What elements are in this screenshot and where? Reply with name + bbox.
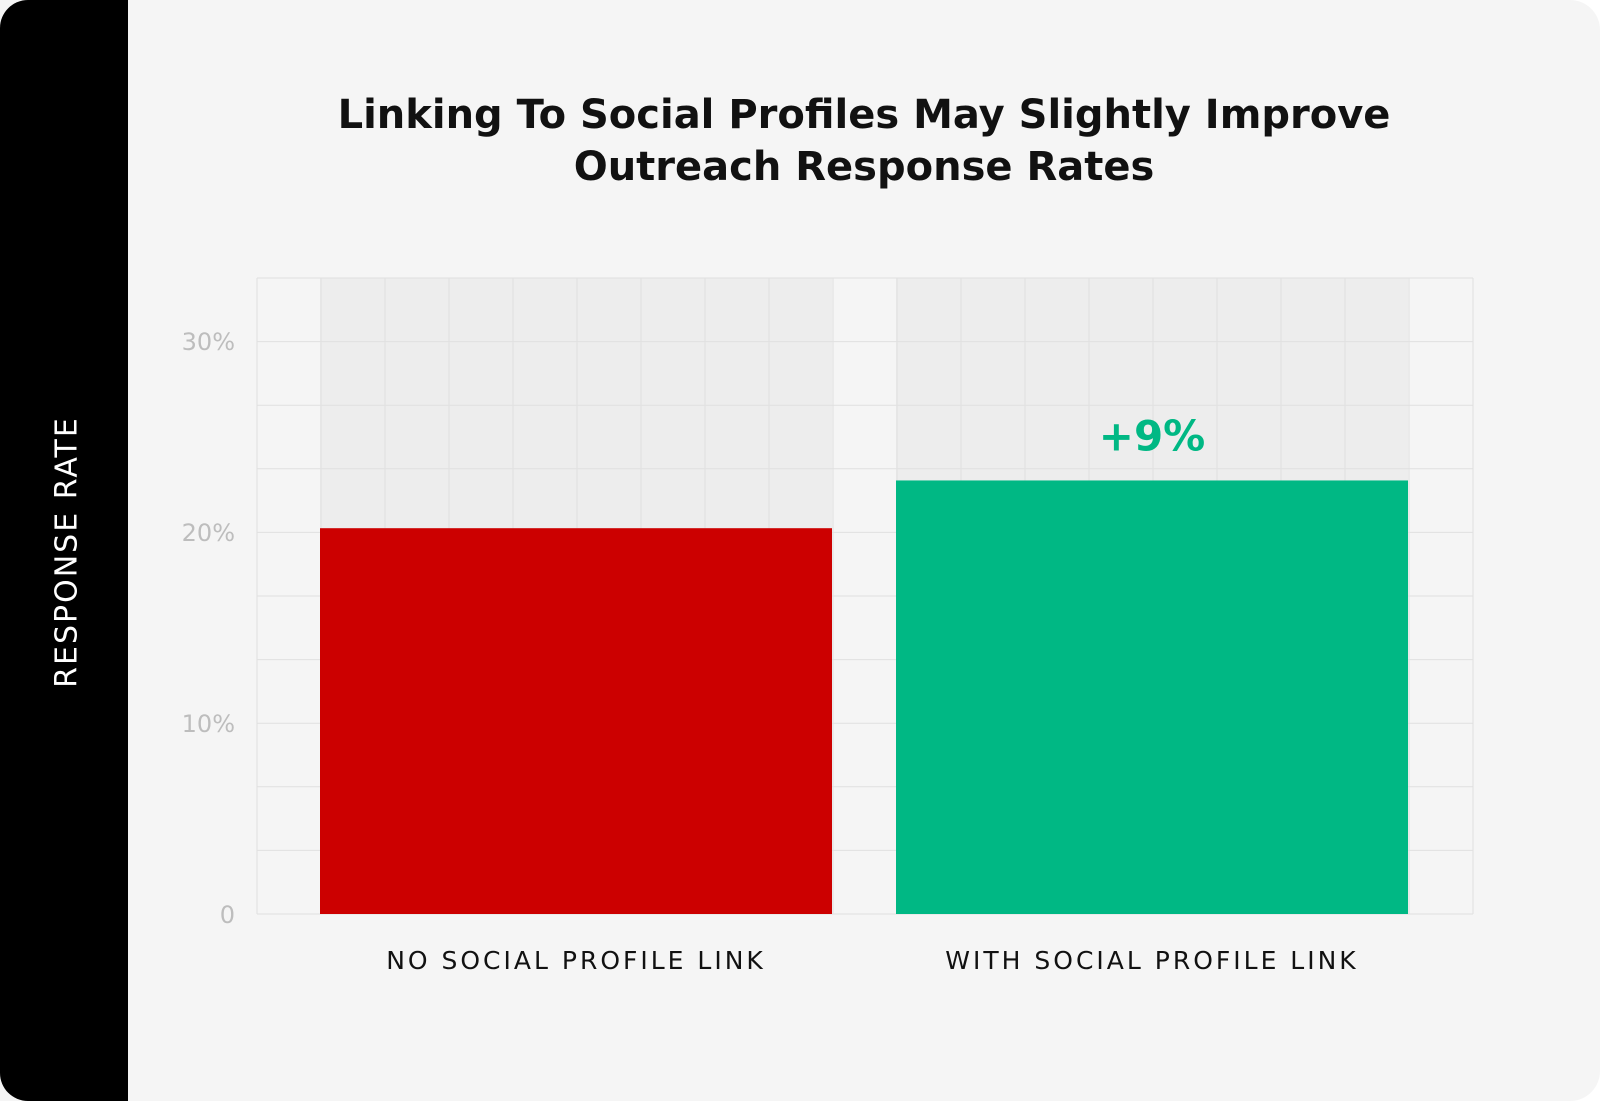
category-label-0: NO SOCIAL PROFILE LINK	[386, 946, 766, 975]
category-label-1: WITH SOCIAL PROFILE LINK	[945, 946, 1359, 975]
chart-title-line-2: Outreach Response Rates	[573, 144, 1155, 190]
y-tick-label: 20%	[182, 519, 235, 547]
bar-1	[896, 480, 1408, 914]
y-axis-sidebar: RESPONSE RATE	[0, 0, 128, 1101]
chart-title-line-1: Linking To Social Profiles May Slightly …	[337, 92, 1391, 138]
bar-0	[320, 528, 832, 914]
y-tick-label: 10%	[182, 710, 235, 738]
y-tick-label: 0	[220, 901, 235, 929]
y-tick-label: 30%	[182, 328, 235, 356]
bar-annotation: +9%	[1099, 411, 1206, 460]
